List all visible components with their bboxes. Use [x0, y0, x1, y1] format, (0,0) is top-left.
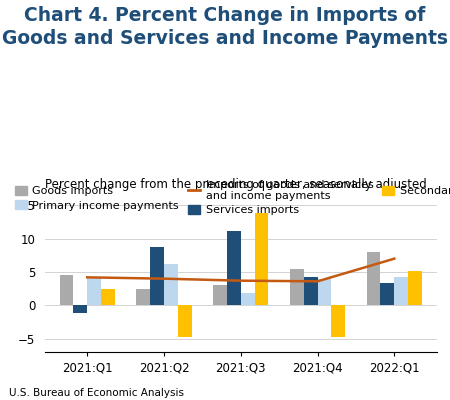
Text: Percent change from the preceding quarter, seasonally adjusted: Percent change from the preceding quarte… — [45, 178, 427, 191]
Bar — [101, 289, 115, 305]
Bar — [227, 231, 241, 305]
Bar — [367, 252, 380, 305]
Bar — [241, 293, 255, 305]
Text: Chart 4. Percent Change in Imports of
Goods and Services and Income Payments: Chart 4. Percent Change in Imports of Go… — [2, 6, 448, 48]
Legend: Goods imports, Primary income payments, Imports of goods and services
and income: Goods imports, Primary income payments, … — [14, 180, 450, 216]
Bar — [164, 264, 178, 305]
Bar — [408, 271, 422, 305]
Bar — [304, 277, 318, 305]
Bar — [380, 283, 394, 305]
Bar — [136, 289, 150, 305]
Bar — [59, 275, 73, 305]
Bar — [87, 277, 101, 305]
Bar — [178, 305, 192, 337]
Bar — [213, 285, 227, 305]
Bar — [73, 305, 87, 313]
Bar — [255, 213, 268, 305]
Text: U.S. Bureau of Economic Analysis: U.S. Bureau of Economic Analysis — [9, 388, 184, 398]
Bar — [150, 247, 164, 305]
Bar — [290, 269, 304, 305]
Bar — [318, 279, 331, 305]
Bar — [394, 277, 408, 305]
Bar — [331, 305, 345, 337]
